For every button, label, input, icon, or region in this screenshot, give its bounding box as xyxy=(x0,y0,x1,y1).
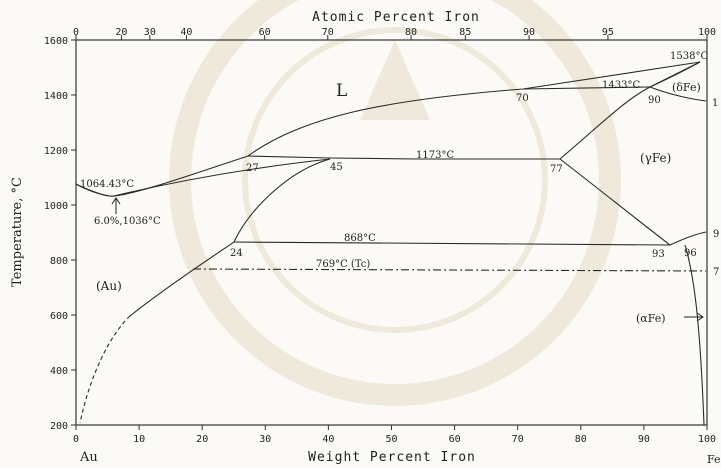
temperature-tick-label: 1200 xyxy=(44,146,68,157)
temperature-tick-label: 800 xyxy=(50,256,68,267)
top-axis-title: Atomic Percent Iron xyxy=(312,10,480,25)
phase-gamma-fe: (γFe) xyxy=(640,151,671,165)
liquidus-right xyxy=(247,61,701,157)
delta-boundary-upper xyxy=(649,61,701,88)
au-melting-label: 1064.43°C xyxy=(80,179,134,190)
phase-au: (Au) xyxy=(96,279,122,293)
gamma-liquidus xyxy=(559,61,701,160)
left-axis-title: Temperature, °C xyxy=(10,177,25,287)
gamma-solvus-fe xyxy=(559,158,671,246)
point-90: 90 xyxy=(648,95,661,106)
alpha-boundary-steep xyxy=(684,244,705,426)
atomic-tick-label: 20 xyxy=(115,27,127,38)
watermark-seal xyxy=(169,0,621,406)
atomic-tick-label: 30 xyxy=(144,27,156,38)
weight-tick-label: 50 xyxy=(385,434,397,445)
temperature-tick-label: 400 xyxy=(50,366,68,377)
eutectoid-line xyxy=(233,241,671,246)
weight-tick-label: 60 xyxy=(449,434,461,445)
phase-liquid: L xyxy=(336,81,347,101)
fe-melting-label: 1538°C xyxy=(670,51,708,62)
liquidus-left xyxy=(75,155,249,197)
eutectoid-label: 868°C xyxy=(344,233,376,244)
au-solvus-dashed xyxy=(79,315,131,424)
fe-end-label: Fe xyxy=(707,453,721,466)
weight-tick-label: 0 xyxy=(73,434,79,445)
point-27: 27 xyxy=(246,163,259,174)
atomic-tick-label: 80 xyxy=(405,27,417,38)
atomic-tick-label: 100 xyxy=(698,27,716,38)
weight-tick-label: 40 xyxy=(322,434,334,445)
phase-boundaries xyxy=(75,61,707,426)
alpha-boundary-upper xyxy=(669,231,707,246)
delta-boundary-lower xyxy=(649,86,707,102)
weight-tick-label: 10 xyxy=(133,434,145,445)
atomic-tick-label: 40 xyxy=(180,27,192,38)
weight-axis-ticks: 0 10 20 30 40 50 60 70 80 90 100 xyxy=(73,425,716,445)
alpha-fe-arrow xyxy=(684,312,704,322)
delta-peritectic-line xyxy=(522,86,651,90)
point-45: 45 xyxy=(330,162,343,173)
weight-tick-label: 100 xyxy=(698,434,716,445)
point-77: 77 xyxy=(550,164,563,175)
atomic-tick-label: 95 xyxy=(602,27,614,38)
temperature-tick-label: 200 xyxy=(50,421,68,432)
phase-delta-fe: (δFe) xyxy=(672,81,701,94)
atomic-tick-label: 70 xyxy=(322,27,334,38)
phase-alpha-fe: (αFe) xyxy=(636,312,666,325)
temperature-tick-label: 1400 xyxy=(44,91,68,102)
au-end-label: Au xyxy=(79,450,98,465)
temperature-tick-label: 1600 xyxy=(44,36,68,47)
right-edge-label-1: 1 xyxy=(712,98,718,109)
temperature-tick-label: 600 xyxy=(50,311,68,322)
solidus-left xyxy=(75,158,331,197)
peritectic-label: 1173°C xyxy=(416,150,454,161)
temperature-axis-ticks: 200 400 600 800 1000 1200 1400 1600 xyxy=(44,36,76,432)
atomic-tick-label: 85 xyxy=(459,27,471,38)
delta-peritectic-label: 1433°C xyxy=(602,80,640,91)
curie-line xyxy=(192,268,707,272)
point-93: 93 xyxy=(652,249,665,260)
minimum-label: 6.0%,1036°C xyxy=(94,216,161,227)
point-24: 24 xyxy=(230,248,243,259)
minimum-arrow xyxy=(111,197,121,214)
atomic-tick-label: 60 xyxy=(259,27,271,38)
right-edge-label-2: 9 xyxy=(713,229,719,240)
weight-tick-label: 90 xyxy=(638,434,650,445)
weight-tick-label: 80 xyxy=(575,434,587,445)
atomic-tick-label: 0 xyxy=(73,27,79,38)
temperature-tick-label: 1000 xyxy=(44,201,68,212)
right-edge-label-3: 7 xyxy=(713,267,719,278)
atomic-tick-label: 90 xyxy=(523,27,535,38)
point-70: 70 xyxy=(516,93,529,104)
atomic-axis-ticks: 0 20 30 40 60 70 80 85 90 95 100 xyxy=(73,27,716,40)
weight-tick-label: 70 xyxy=(512,434,524,445)
gamma-solvus-au xyxy=(233,158,331,243)
bottom-axis-title: Weight Percent Iron xyxy=(308,450,476,465)
point-96: 96 xyxy=(684,248,697,259)
weight-tick-label: 30 xyxy=(259,434,271,445)
au-solvus xyxy=(129,241,235,317)
curie-label: 769°C (Tc) xyxy=(316,259,370,270)
weight-tick-label: 20 xyxy=(196,434,208,445)
peritectic-line xyxy=(247,155,560,160)
